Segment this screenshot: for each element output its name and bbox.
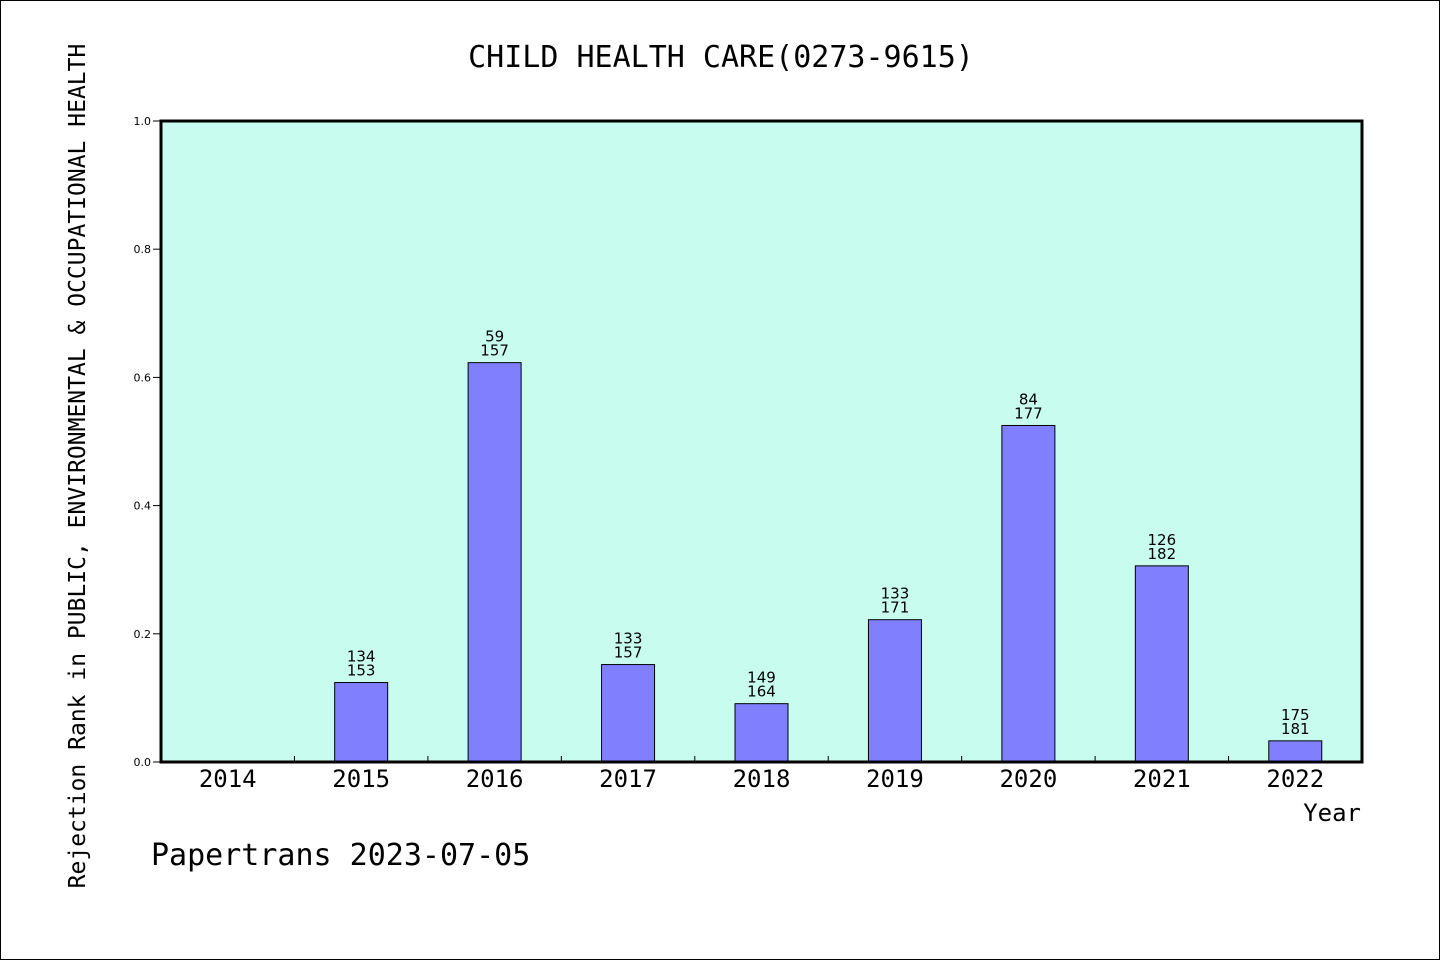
data-label-bottom: 171 xyxy=(881,599,910,617)
data-label-top: 149 xyxy=(747,669,776,687)
data-label-top: 133 xyxy=(881,585,910,603)
footer-stamp: Papertrans 2023-07-05 xyxy=(151,838,530,873)
y-axis-label: Rejection Rank in PUBLIC, ENVIRONMENTAL … xyxy=(65,44,91,889)
data-label-bottom: 157 xyxy=(480,342,509,360)
x-tick-label: 2022 xyxy=(1266,765,1324,793)
y-tick-label: 0.6 xyxy=(134,371,152,384)
data-label-top: 133 xyxy=(614,630,643,648)
x-axis-label: Year xyxy=(1303,799,1361,827)
x-tick-label: 2020 xyxy=(999,765,1057,793)
y-axis: 0.0 0.2 0.4 0.6 0.8 1.0 xyxy=(134,115,161,769)
y-tick-label: 1.0 xyxy=(134,115,152,128)
y-tick-label: 0.8 xyxy=(134,243,152,256)
data-label-bottom: 181 xyxy=(1281,720,1310,738)
chart-title: CHILD HEALTH CARE(0273-9615) xyxy=(468,40,974,75)
x-tick-label: 2016 xyxy=(466,765,524,793)
x-tick-label: 2021 xyxy=(1133,765,1191,793)
plot-border xyxy=(159,119,1364,764)
data-label-bottom: 157 xyxy=(614,644,643,662)
bar-2015 xyxy=(334,682,389,763)
data-label-bottom: 177 xyxy=(1014,404,1043,422)
bar-group: 1341535915713315714916413317184177126182… xyxy=(334,328,1323,763)
data-label-top: 84 xyxy=(1019,390,1038,408)
data-label-top: 175 xyxy=(1281,706,1310,724)
data-label-top: 126 xyxy=(1148,531,1177,549)
data-label-top: 59 xyxy=(485,328,504,346)
bar-2019 xyxy=(867,619,922,763)
x-axis: 2014 2015 2016 2017 2018 2019 2020 2021 2022 xyxy=(199,756,1324,793)
x-tick-label: 2019 xyxy=(866,765,924,793)
x-tick-label: 2018 xyxy=(733,765,791,793)
data-label-bottom: 182 xyxy=(1148,545,1177,563)
x-tick-label: 2015 xyxy=(332,765,390,793)
y-tick-label: 0.4 xyxy=(134,500,152,513)
x-tick-label: 2017 xyxy=(599,765,657,793)
bar-2018 xyxy=(734,703,789,763)
bar-2016 xyxy=(467,362,522,763)
y-tick-label: 0.2 xyxy=(134,628,152,641)
y-tick-label: 0.0 xyxy=(134,756,152,769)
data-label-bottom: 164 xyxy=(747,683,776,701)
bar-2021 xyxy=(1134,565,1189,763)
bar-2020 xyxy=(1001,424,1056,763)
data-label-top: 134 xyxy=(347,648,376,666)
bar-2017 xyxy=(601,664,656,763)
x-tick-label: 2014 xyxy=(199,765,257,793)
data-label-bottom: 153 xyxy=(347,662,376,680)
bar-2022 xyxy=(1268,740,1323,763)
